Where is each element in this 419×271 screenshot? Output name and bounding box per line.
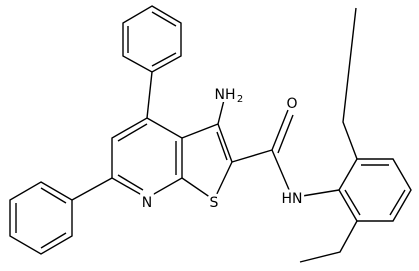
bonds	[9, 5, 412, 263]
double-bond	[151, 52, 177, 67]
bond	[71, 177, 113, 201]
ethyl	[342, 7, 358, 160]
double-bond	[151, 11, 177, 27]
double-bond	[277, 114, 294, 154]
bond	[289, 189, 340, 199]
double-bond	[117, 174, 144, 191]
double-bond	[117, 123, 148, 142]
bond	[217, 99, 225, 125]
pyridine-ring	[111, 117, 183, 199]
bond	[146, 71, 153, 119]
double-bond	[389, 189, 406, 216]
atom-label: O	[286, 96, 297, 112]
atom-label: HN	[282, 191, 303, 207]
ethyl	[299, 220, 358, 263]
bond	[271, 109, 289, 151]
atom-label: N	[142, 195, 152, 211]
thiophene-ring	[181, 123, 233, 202]
aryl-ring	[338, 158, 412, 222]
double-bond	[216, 131, 228, 161]
atom-subscript: 2	[237, 94, 243, 105]
phenyl-ring	[9, 181, 73, 255]
double-bond	[40, 187, 67, 204]
atom-label: S	[210, 195, 219, 211]
double-bond	[344, 189, 361, 216]
double-bond	[40, 232, 67, 249]
bond	[231, 149, 273, 163]
bond	[271, 149, 291, 193]
phenyl-ring	[122, 5, 182, 73]
atom-label: NH	[215, 87, 236, 103]
